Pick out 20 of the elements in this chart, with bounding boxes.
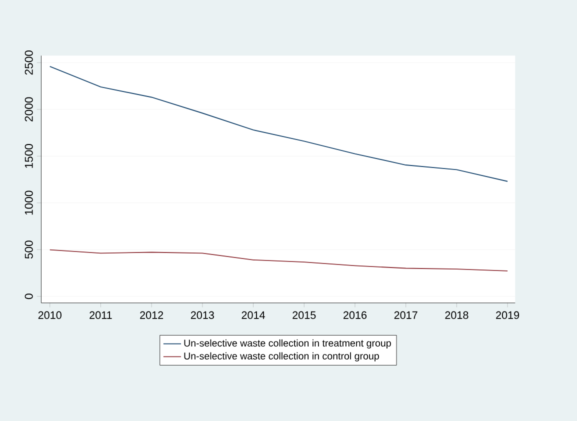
legend-label: Un-selective waste collection in treatment group (184, 339, 391, 348)
y-tick-label: 1000 (24, 190, 33, 214)
x-tick-label: 2017 (394, 311, 418, 319)
y-tick-label: 500 (24, 240, 33, 258)
x-tick-label: 2012 (140, 311, 164, 319)
x-tick-label: 2018 (445, 311, 468, 319)
y-tick-label: 1500 (24, 144, 33, 168)
x-tick-label: 2014 (242, 311, 265, 319)
line-series (49, 66, 508, 182)
line-series (49, 249, 508, 272)
y-tick-label: 2500 (24, 50, 33, 74)
legend-label: Un-selective waste collection in control group (184, 352, 379, 362)
x-tick-label: 2016 (344, 311, 367, 319)
x-tick-label: 2019 (496, 311, 520, 319)
x-tick-label: 2011 (90, 311, 112, 319)
x-tick-label: 2015 (292, 311, 316, 319)
y-tick-label: 2000 (24, 97, 33, 122)
y-tick-label: 0 (24, 293, 33, 299)
x-tick-label: 2013 (190, 311, 214, 319)
x-tick-label: 2010 (38, 311, 62, 319)
